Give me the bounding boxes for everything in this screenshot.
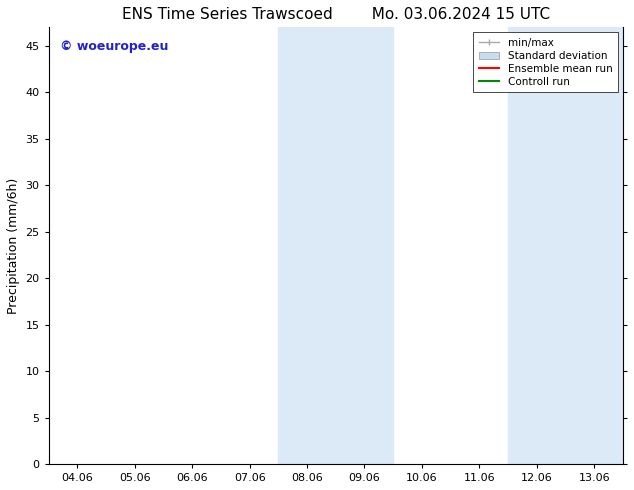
Legend: min/max, Standard deviation, Ensemble mean run, Controll run: min/max, Standard deviation, Ensemble me… xyxy=(474,32,618,92)
Bar xyxy=(508,27,623,464)
Y-axis label: Precipitation (mm/6h): Precipitation (mm/6h) xyxy=(7,177,20,314)
Bar xyxy=(278,27,393,464)
Title: ENS Time Series Trawscoed        Mo. 03.06.2024 15 UTC: ENS Time Series Trawscoed Mo. 03.06.2024… xyxy=(122,7,550,22)
Text: © woeurope.eu: © woeurope.eu xyxy=(60,40,169,53)
